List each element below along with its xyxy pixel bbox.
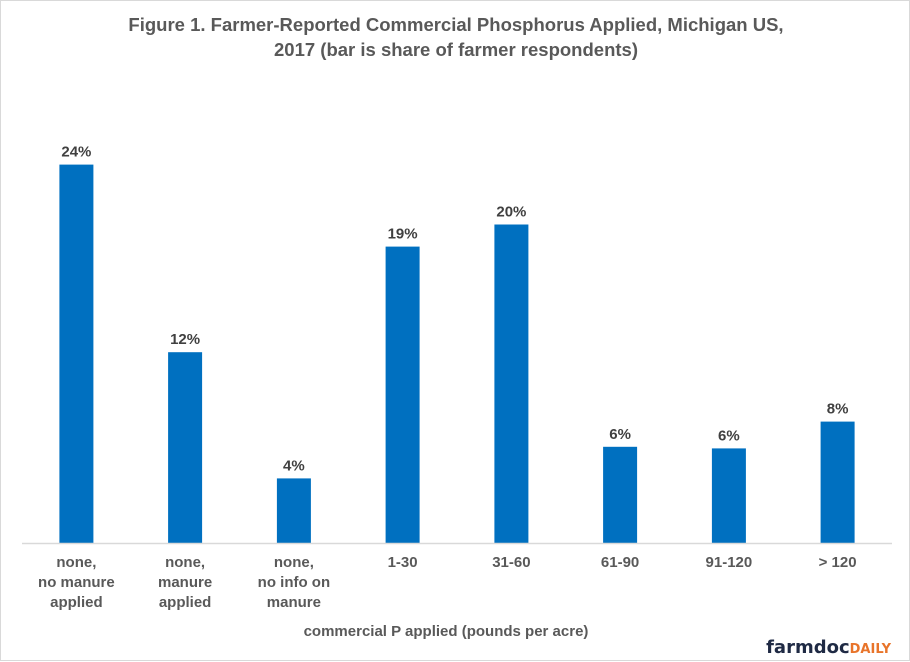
x-tick-label-line: none, bbox=[165, 554, 205, 571]
bar-6 bbox=[603, 446, 638, 543]
data-label-2: 12% bbox=[170, 331, 200, 348]
x-tick-label-6: 61-90 bbox=[601, 554, 639, 571]
bars-group bbox=[59, 164, 855, 543]
x-tick-label-4: 1-30 bbox=[388, 554, 418, 571]
data-label-5: 20% bbox=[496, 204, 526, 221]
bar-1 bbox=[59, 164, 94, 543]
data-label-1: 24% bbox=[61, 144, 91, 161]
x-axis-title: commercial P applied (pounds per acre) bbox=[304, 623, 589, 640]
x-tick-label-3: none, no info on manure bbox=[258, 554, 330, 611]
x-tick-label-line: manure bbox=[158, 574, 212, 591]
bar-5 bbox=[494, 224, 529, 543]
bar-2 bbox=[168, 352, 203, 543]
x-tick-label-line: none, bbox=[56, 554, 96, 571]
logo-text: farmdocDAILY bbox=[766, 637, 891, 658]
x-tick-label-1: none, no manure applied bbox=[38, 554, 115, 611]
x-tick-label-line: none, bbox=[274, 554, 314, 571]
data-label-7: 6% bbox=[718, 427, 740, 444]
bar-3 bbox=[276, 478, 311, 543]
x-tick-label-line: no info on bbox=[258, 574, 330, 591]
x-tick-label-line: 61-90 bbox=[601, 554, 639, 571]
x-tick-label-line: 91-120 bbox=[706, 554, 753, 571]
x-tick-label-8: > 120 bbox=[819, 554, 857, 571]
data-label-8: 8% bbox=[827, 401, 849, 418]
data-label-4: 19% bbox=[388, 226, 418, 243]
chart-title: Figure 1. Farmer-Reported Commercial Pho… bbox=[128, 14, 783, 60]
bar-4 bbox=[385, 246, 420, 543]
logo-main-text: farmdoc bbox=[766, 637, 850, 658]
x-tick-label-line: > 120 bbox=[819, 554, 857, 571]
x-tick-label-line: applied bbox=[50, 594, 103, 611]
bar-7 bbox=[711, 448, 746, 543]
x-tick-label-5: 31-60 bbox=[492, 554, 530, 571]
x-tick-label-line: 1-30 bbox=[388, 554, 418, 571]
data-labels-group: 24% 12% 4% 19% 20% 6% 6% 8% bbox=[61, 144, 848, 475]
bar-8 bbox=[820, 421, 855, 543]
chart-title-line-2: 2017 (bar is share of farmer respondents… bbox=[274, 39, 638, 60]
x-tick-label-line: applied bbox=[159, 594, 212, 611]
logo-accent-text: DAILY bbox=[850, 642, 892, 657]
x-tick-label-7: 91-120 bbox=[706, 554, 753, 571]
farmdoc-daily-logo: farmdocDAILY bbox=[766, 637, 891, 658]
data-label-3: 4% bbox=[283, 457, 305, 474]
x-tick-label-line: 31-60 bbox=[492, 554, 530, 571]
data-label-6: 6% bbox=[609, 426, 631, 443]
x-tick-label-line: manure bbox=[267, 594, 321, 611]
x-tick-label-line: no manure bbox=[38, 574, 115, 591]
x-tick-label-2: none, manure applied bbox=[158, 554, 212, 611]
chart-title-line-1: Figure 1. Farmer-Reported Commercial Pho… bbox=[128, 14, 783, 35]
